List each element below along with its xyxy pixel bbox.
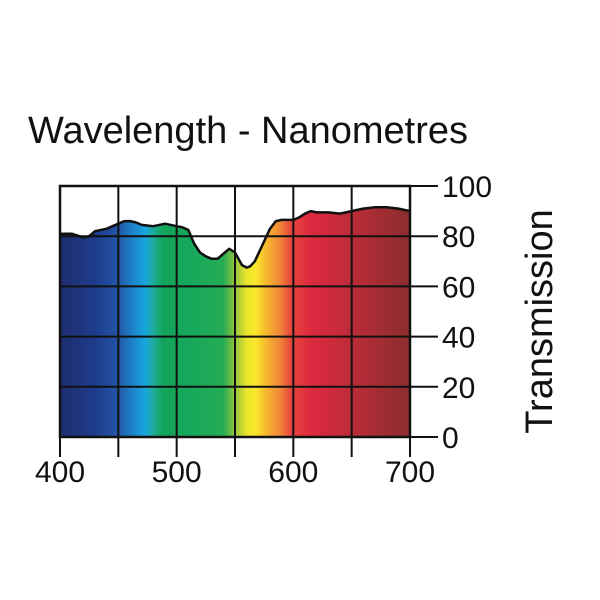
x-tick-label: 500 xyxy=(152,456,202,489)
x-axis-ticks: 400 500 600 700 xyxy=(35,437,435,489)
chart-title: Wavelength - Nanometres xyxy=(28,110,468,152)
y-tick-label: 0 xyxy=(442,422,459,455)
y-tick-label: 20 xyxy=(442,372,475,405)
y-tick-label: 40 xyxy=(442,322,475,355)
y-tick-label: 60 xyxy=(442,271,475,304)
plot-area xyxy=(58,184,412,439)
x-tick-label: 400 xyxy=(35,456,85,489)
x-tick-label: 700 xyxy=(385,456,435,489)
y-tick-label: 80 xyxy=(442,221,475,254)
y-tick-label: 100 xyxy=(442,171,492,204)
x-tick-label: 600 xyxy=(268,456,318,489)
transmission-series-line xyxy=(60,206,411,269)
y-axis-ticks: 0 20 40 60 80 100 xyxy=(410,171,492,455)
grid-lines xyxy=(60,186,410,437)
y-axis-label: Transmission xyxy=(519,209,561,434)
